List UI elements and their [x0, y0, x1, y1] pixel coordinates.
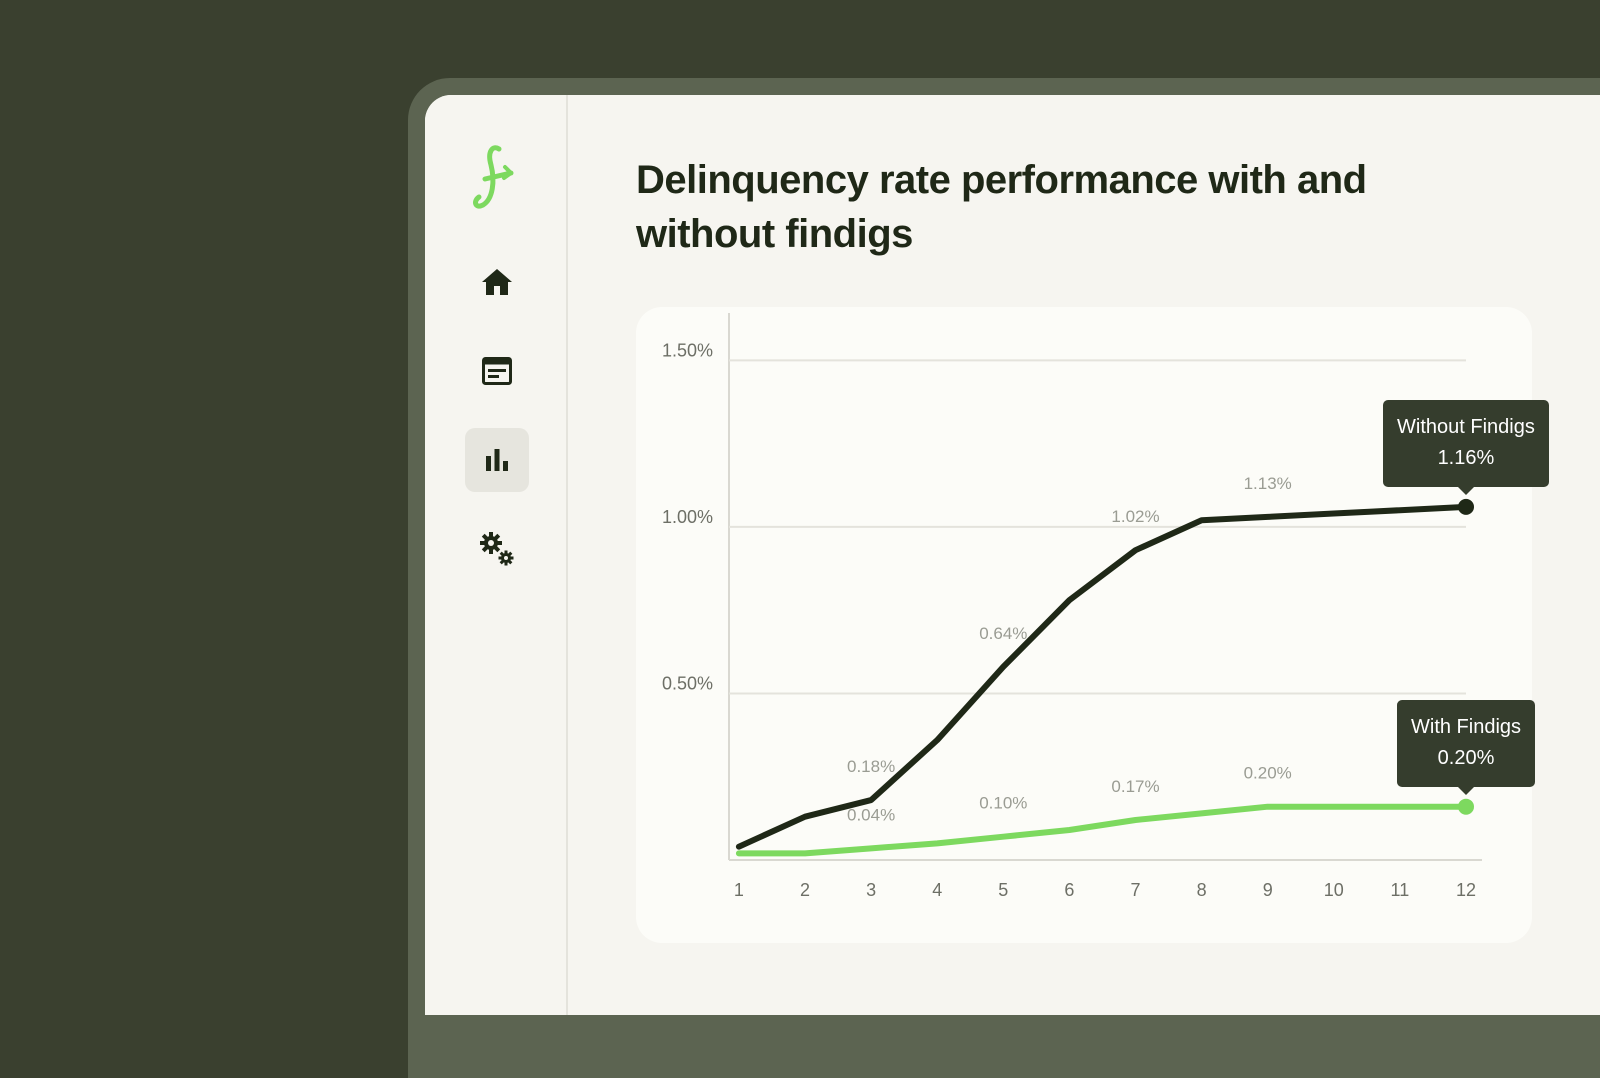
data-label: 0.04% [847, 805, 895, 824]
tooltip-without-findigs: Without Findigs 1.16% [1383, 399, 1549, 495]
series-end-point-1 [1458, 798, 1474, 815]
document-list-icon [482, 357, 512, 385]
sidebar-item-analytics[interactable] [465, 428, 529, 492]
series-line-0 [735, 503, 1469, 850]
tooltip-with-findigs-value: 0.20% [1437, 746, 1495, 769]
data-label: 0.10% [979, 794, 1027, 813]
series-line-1 [735, 803, 1469, 857]
x-tick-label: 8 [1197, 880, 1207, 900]
x-tick-label: 10 [1324, 880, 1344, 900]
sidebar-item-home[interactable] [465, 250, 529, 314]
x-tick-label: 9 [1263, 880, 1273, 900]
series-end-point-0 [1458, 498, 1474, 515]
sidebar [425, 95, 568, 1015]
findigs-logo [473, 145, 514, 209]
main-content: Delinquency rate performance with and wi… [566, 95, 1600, 1015]
page-title: Delinquency rate performance with and wi… [636, 158, 1367, 256]
y-tick-label: 1.00% [662, 507, 713, 527]
y-tick-label: 1.50% [662, 340, 713, 360]
x-tick-label: 5 [998, 880, 1008, 900]
x-tick-label: 12 [1456, 880, 1476, 900]
x-tick-label: 11 [1391, 880, 1410, 900]
line-chart: 0.50%1.00%1.50%1 2 3 4 5 6 7 8 9 10 11 120.18%0.64%… [662, 313, 1482, 900]
x-tick-label: 1 [734, 880, 744, 900]
gears-icon [480, 532, 514, 566]
tooltip-without-findigs-title: Without Findigs [1397, 415, 1535, 438]
data-label: 1.13% [1244, 474, 1292, 493]
x-tick-label: 6 [1064, 880, 1074, 900]
chart-card: 0.50% 1.00% 1.50% 1 2 3 4 5 6 7 8 9 10 11 12 0.18% 0.64%… [636, 307, 1549, 943]
data-label: 0.64% [979, 624, 1027, 643]
x-tick-label: 7 [1130, 880, 1140, 900]
x-tick-label: 3 [866, 880, 876, 900]
data-label: 0.17% [1111, 777, 1159, 796]
x-tick-label: 4 [932, 880, 942, 900]
sidebar-item-settings[interactable] [465, 517, 529, 581]
tooltip-without-findigs-value: 1.16% [1437, 446, 1495, 469]
tooltip-with-findigs: With Findigs 0.20% [1397, 699, 1536, 795]
y-tick-label: 0.50% [662, 673, 713, 693]
home-icon [482, 269, 512, 295]
x-tick-label: 2 [800, 880, 810, 900]
data-label: 1.02% [1111, 507, 1159, 526]
data-label: 0.18% [847, 757, 895, 776]
sidebar-item-reports[interactable] [465, 339, 529, 403]
data-label: 0.20% [1244, 764, 1292, 783]
app-window: Delinquency rate performance with and wi… [425, 95, 1600, 1015]
bar-chart-icon [486, 449, 508, 471]
tooltip-with-findigs-title: With Findigs [1411, 715, 1522, 738]
